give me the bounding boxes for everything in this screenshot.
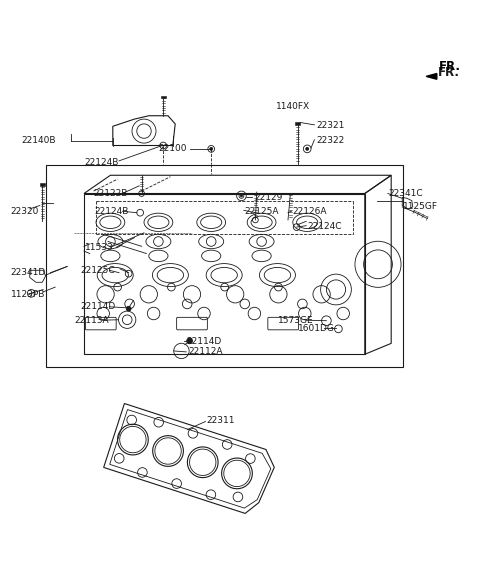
Text: 11533: 11533 (85, 243, 114, 252)
Text: 22311: 22311 (206, 416, 235, 424)
Text: 22320: 22320 (11, 207, 39, 216)
Circle shape (187, 338, 192, 344)
Text: 1573GE: 1573GE (278, 316, 314, 325)
Circle shape (210, 148, 213, 151)
Text: 22113A: 22113A (74, 316, 109, 325)
Text: FR.: FR. (439, 60, 461, 72)
Polygon shape (426, 74, 437, 79)
Circle shape (240, 195, 242, 197)
Text: 22124B: 22124B (84, 158, 119, 167)
Text: 22124B: 22124B (94, 207, 129, 216)
Text: 22129: 22129 (254, 193, 283, 202)
Text: FR.: FR. (438, 66, 460, 79)
Circle shape (126, 306, 131, 311)
Bar (295, 122, 300, 125)
Text: 22341D: 22341D (11, 268, 46, 277)
Text: 22122B: 22122B (94, 189, 128, 198)
Text: 22114D: 22114D (81, 302, 116, 312)
Circle shape (306, 148, 309, 151)
Text: 22100: 22100 (159, 144, 187, 153)
Text: 1140FX: 1140FX (276, 102, 310, 111)
Bar (161, 96, 166, 98)
Text: 22140B: 22140B (22, 136, 56, 145)
Text: 22341C: 22341C (389, 189, 423, 198)
Bar (46, 164, 403, 367)
Text: 1601DG: 1601DG (298, 324, 335, 334)
Text: 22321: 22321 (317, 121, 345, 130)
Text: 22125A: 22125A (245, 207, 279, 216)
Text: 22112A: 22112A (189, 347, 223, 357)
Text: 1125GF: 1125GF (403, 203, 438, 211)
Text: 22322: 22322 (317, 136, 345, 145)
Text: 1123PB: 1123PB (11, 290, 45, 299)
Text: 22124C: 22124C (307, 222, 342, 230)
Text: 22126A: 22126A (293, 207, 327, 216)
Text: 22114D: 22114D (186, 337, 221, 346)
Text: 22125C: 22125C (81, 266, 115, 275)
Bar (40, 183, 45, 186)
